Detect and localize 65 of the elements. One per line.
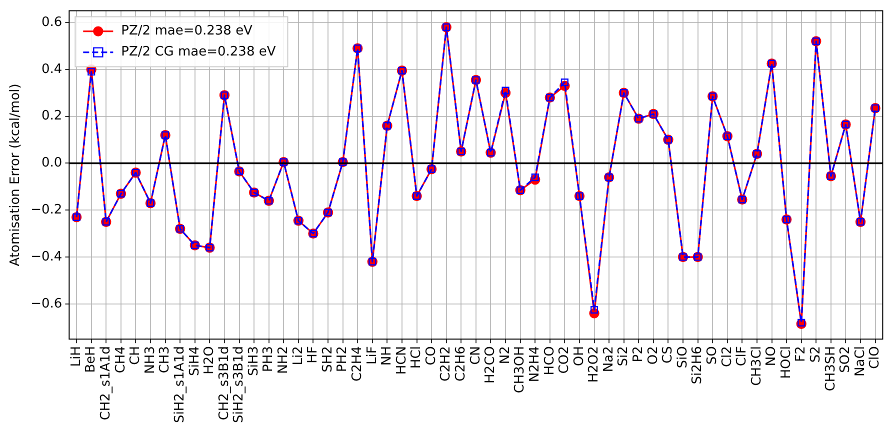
x-tick-label: SiH2_s3B1d [232,346,247,424]
x-tick-label: SH2 [320,346,336,372]
x-tick-label: C2H6 [454,346,469,382]
y-tick-label: 0.4 [41,62,62,77]
x-tick-label: Si2H6 [690,346,706,384]
x-tick-label: CH3 [158,346,173,374]
x-tick-label: CN [468,346,484,365]
x-tick-label: CH3Cl [749,346,764,386]
x-tick-label: NH2 [276,346,292,374]
x-tick-label: HCN [394,346,410,375]
x-tick-label: Cl2 [720,346,735,368]
x-tick-label: Na2 [601,346,616,372]
x-tick-label: BeH [84,346,99,373]
x-tick-label: SO2 [838,346,854,373]
x-tick-label: H2O2 [586,346,602,383]
y-tick-label: −0.4 [30,249,62,264]
x-tick-label: NH3 [142,346,158,374]
x-tick-label: N2 [498,346,513,364]
x-tick-label: C2H2 [438,346,454,382]
x-tick-label: P2 [631,346,646,362]
x-tick-label: CO2 [557,346,572,374]
x-tick-label: CS [660,346,676,364]
x-tick-label: OH [572,346,587,366]
x-tick-label: CH3SH [823,346,838,392]
x-tick-label: SiH4 [187,346,202,376]
x-tick-label: N2H4 [527,346,542,382]
x-tick-label: F2 [794,346,809,362]
x-tick-label: CH2_s1A1d [98,346,114,420]
x-tick-label: NH [380,346,395,366]
x-tick-label: SiH2_s1A1d [172,346,188,423]
x-tick-label: NaCl [852,346,868,376]
x-tick-label: PH3 [261,346,276,372]
x-tick-label: HCO [542,346,558,376]
x-tick-label: C2H4 [350,346,365,382]
x-tick-label: CH3OH [512,346,528,394]
x-tick-label: CH4 [113,346,128,374]
x-tick-label: LiH [68,346,84,367]
x-tick-label: PH2 [335,346,350,372]
x-tick-label: Si2 [616,346,632,366]
y-tick-label: −0.2 [30,202,62,218]
x-tick-label: SiH3 [246,346,262,376]
x-tick-label: H2CO [483,346,498,384]
x-tick-label: HF [306,346,321,364]
x-tick-label: CH [128,346,144,365]
x-tick-label: Li2 [290,346,306,366]
x-tick-label: CH2_s3B1d [216,346,232,420]
x-tick-label: SiO [675,346,690,368]
y-tick-label: 0.0 [41,156,62,171]
y-tick-label: 0.6 [41,14,62,30]
x-tick-label: HOCl [778,346,794,379]
legend-label: PZ/2 CG mae=0.238 eV [121,44,276,60]
x-tick-label: O2 [646,346,661,365]
x-tick-label: SO [704,346,720,365]
x-tick-label: ClO [868,346,883,370]
x-tick-label: S2 [808,346,824,363]
y-axis-title: Atomisation Error (kcal/mol) [8,84,24,266]
x-tick-label: H2O [202,346,218,374]
legend-label: PZ/2 mae=0.238 eV [121,24,253,39]
x-tick-label: LiF [364,346,380,364]
x-tick-label: HCl [409,346,424,369]
y-tick-label: −0.6 [30,296,62,312]
y-tick-label: 0.2 [41,108,62,124]
x-tick-label: CO [424,346,439,366]
x-tick-label: NO [764,346,780,366]
x-tick-label: ClF [734,346,750,366]
